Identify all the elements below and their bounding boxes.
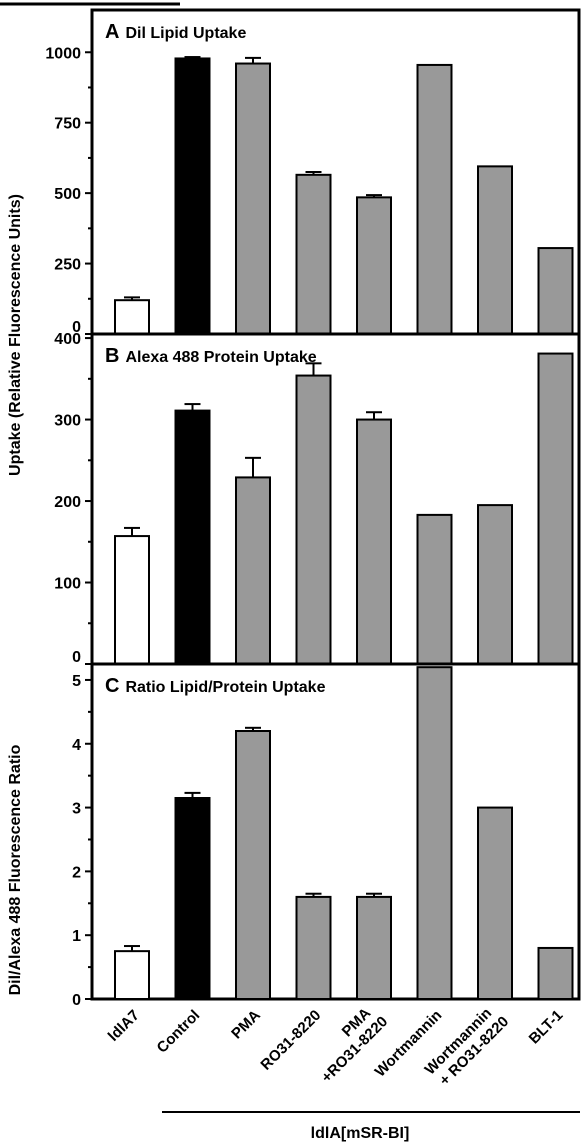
bar <box>416 513 453 666</box>
bar <box>477 165 513 335</box>
y-tick-label: 4 <box>72 737 81 754</box>
bar <box>477 504 513 665</box>
bar <box>174 409 211 665</box>
bar <box>416 666 453 1000</box>
panel-frame <box>90 662 581 1001</box>
x-tick-label: RO31-8220 <box>257 1007 324 1074</box>
y-tick-label: 250 <box>54 257 81 274</box>
panel-A: 0 250 500 750 1000 A Dil Lipid Uptake <box>45 8 581 336</box>
y-tick-label: 300 <box>54 413 81 430</box>
panel-B: 0 100 200 300 400 B Alexa 488 Protein Uptake <box>54 331 581 666</box>
bar <box>356 895 392 1001</box>
bar <box>537 946 574 1001</box>
x-tick-label: Control <box>154 1007 204 1057</box>
bar <box>477 806 513 1000</box>
bar <box>174 797 211 1000</box>
panel-letter: A <box>105 21 119 43</box>
bar <box>114 299 150 336</box>
y-tick-label: 3 <box>72 801 81 818</box>
bar <box>356 196 392 335</box>
panel-title-text: Ratio Lipid/Protein Uptake <box>125 679 325 696</box>
y-axis-label-uptake: Uptake (Relative Fluorescence Units) <box>7 194 24 476</box>
x-tick-label: BLT-1 <box>526 1007 567 1048</box>
bar <box>416 63 453 336</box>
y-tick-label: 500 <box>54 186 81 203</box>
bar <box>114 950 150 1001</box>
y-tick-label: 400 <box>54 331 81 348</box>
x-tick-label: PMA <box>228 1007 264 1043</box>
panel-title-text: Dil Lipid Uptake <box>125 25 246 42</box>
bar <box>295 173 332 335</box>
y-tick-label: 1 <box>72 928 81 945</box>
bar <box>537 247 574 335</box>
bar <box>235 476 271 665</box>
y-tick-label: 0 <box>72 319 81 336</box>
panel-title: B Alexa 488 Protein Uptake <box>105 345 317 367</box>
panel-title: A Dil Lipid Uptake <box>105 21 246 43</box>
y-tick-label: 0 <box>72 992 81 1009</box>
y-tick-label: 2 <box>72 864 81 881</box>
y-tick-label: 750 <box>54 116 81 133</box>
group-label: ldlA[mSR-BI] <box>311 1125 410 1142</box>
panel-C: 0 1 2 3 4 5 C Ratio Lipid/Protein Uptake <box>72 662 581 1009</box>
panel-title-text: Alexa 488 Protein Uptake <box>125 349 316 366</box>
bar <box>235 62 271 336</box>
bar <box>114 535 150 666</box>
panel-title: C Ratio Lipid/Protein Uptake <box>105 675 326 697</box>
bar <box>537 352 574 665</box>
panel-letter: B <box>105 345 119 367</box>
y-tick-label: 0 <box>72 649 81 666</box>
y-tick-label: 100 <box>54 576 81 593</box>
bar <box>235 730 271 1000</box>
y-tick-label: 1000 <box>45 45 81 62</box>
x-tick-label: ldlA7 <box>105 1007 143 1045</box>
bar <box>295 374 332 665</box>
bar <box>295 895 332 1001</box>
bar <box>356 418 392 665</box>
y-tick-label: 5 <box>72 673 81 690</box>
y-tick-label: 200 <box>54 494 81 511</box>
panel-letter: C <box>105 675 119 697</box>
y-axis-label-ratio: Dil/Alexa 488 Fluorescence Ratio <box>7 744 24 995</box>
bar <box>174 57 211 335</box>
